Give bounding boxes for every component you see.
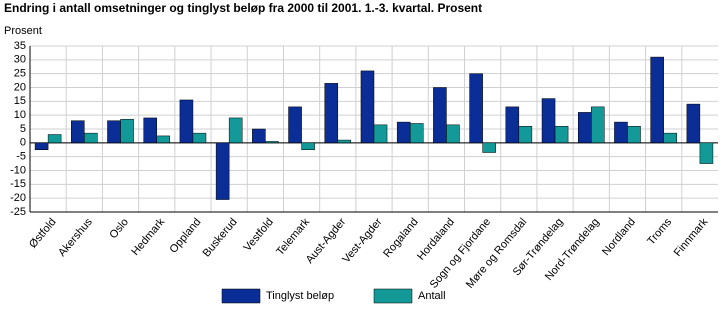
y-tick-label: -10 bbox=[10, 164, 26, 176]
x-tick-label: Akershus bbox=[56, 216, 95, 259]
y-axis-label: Prosent bbox=[4, 25, 42, 37]
y-tick-label: 35 bbox=[14, 40, 26, 52]
bar bbox=[518, 125, 533, 144]
bar bbox=[252, 128, 266, 144]
bar bbox=[686, 103, 701, 144]
x-tick-label: Telemark bbox=[274, 216, 312, 258]
y-tick-label: -25 bbox=[10, 206, 26, 218]
x-tick-label: Oslo bbox=[107, 216, 131, 241]
bar bbox=[120, 119, 134, 144]
bar bbox=[337, 139, 352, 144]
bar bbox=[627, 125, 641, 144]
y-tick-label: 15 bbox=[14, 95, 26, 107]
bar bbox=[288, 106, 302, 144]
y-tick-label: -15 bbox=[10, 178, 26, 190]
bar bbox=[577, 112, 592, 144]
y-tick-label: 10 bbox=[14, 109, 26, 121]
bar bbox=[650, 56, 664, 144]
x-tick-label: Vestfold bbox=[242, 216, 276, 254]
y-tick-label: 5 bbox=[20, 123, 26, 135]
bar bbox=[591, 106, 605, 144]
bar bbox=[482, 142, 496, 153]
bar bbox=[107, 120, 121, 144]
y-tick-label: 30 bbox=[14, 54, 26, 66]
bar bbox=[228, 117, 243, 144]
bar bbox=[433, 87, 447, 144]
x-tick-label: Buskerud bbox=[201, 216, 240, 259]
x-tick-label: Hedmark bbox=[129, 216, 167, 258]
legend-label: Antall bbox=[418, 290, 446, 302]
x-tick-label: Oppland bbox=[168, 216, 204, 256]
chart-title: Endring i antall omsetninger og tinglyst… bbox=[4, 1, 482, 15]
bar bbox=[699, 142, 714, 164]
y-tick-label: 0 bbox=[20, 137, 26, 149]
bar bbox=[505, 106, 520, 144]
bar bbox=[34, 142, 49, 150]
bar bbox=[215, 142, 230, 200]
bar bbox=[71, 120, 85, 144]
legend-swatch bbox=[373, 288, 413, 304]
bar bbox=[541, 98, 556, 144]
bar bbox=[301, 142, 315, 150]
bar bbox=[324, 83, 339, 144]
bar bbox=[554, 125, 569, 144]
legend-label: Tinglyst beløp bbox=[266, 290, 334, 302]
bar bbox=[84, 132, 98, 144]
bar bbox=[47, 134, 62, 144]
bar bbox=[143, 117, 157, 144]
x-tick-label: Troms bbox=[645, 216, 674, 248]
bar bbox=[373, 124, 388, 144]
x-tick-label: Nordland bbox=[600, 216, 638, 258]
y-tick-label: -20 bbox=[10, 192, 26, 204]
legend-swatch bbox=[221, 288, 261, 304]
x-tick-label: Østfold bbox=[27, 216, 59, 250]
bar bbox=[663, 132, 677, 144]
bar bbox=[179, 99, 194, 144]
bar bbox=[409, 123, 424, 144]
x-tick-label: Rogaland bbox=[381, 216, 420, 260]
bar bbox=[469, 73, 483, 144]
bar bbox=[614, 121, 628, 144]
y-tick-label: -5 bbox=[16, 151, 26, 163]
bar bbox=[396, 121, 411, 144]
bar bbox=[446, 124, 460, 144]
bar bbox=[265, 141, 279, 144]
bar bbox=[156, 135, 171, 144]
bar bbox=[192, 132, 207, 144]
y-tick-label: 25 bbox=[14, 68, 26, 80]
bar bbox=[360, 70, 375, 144]
y-tick-label: 20 bbox=[14, 81, 26, 93]
x-tick-label: Finnmark bbox=[672, 216, 711, 259]
